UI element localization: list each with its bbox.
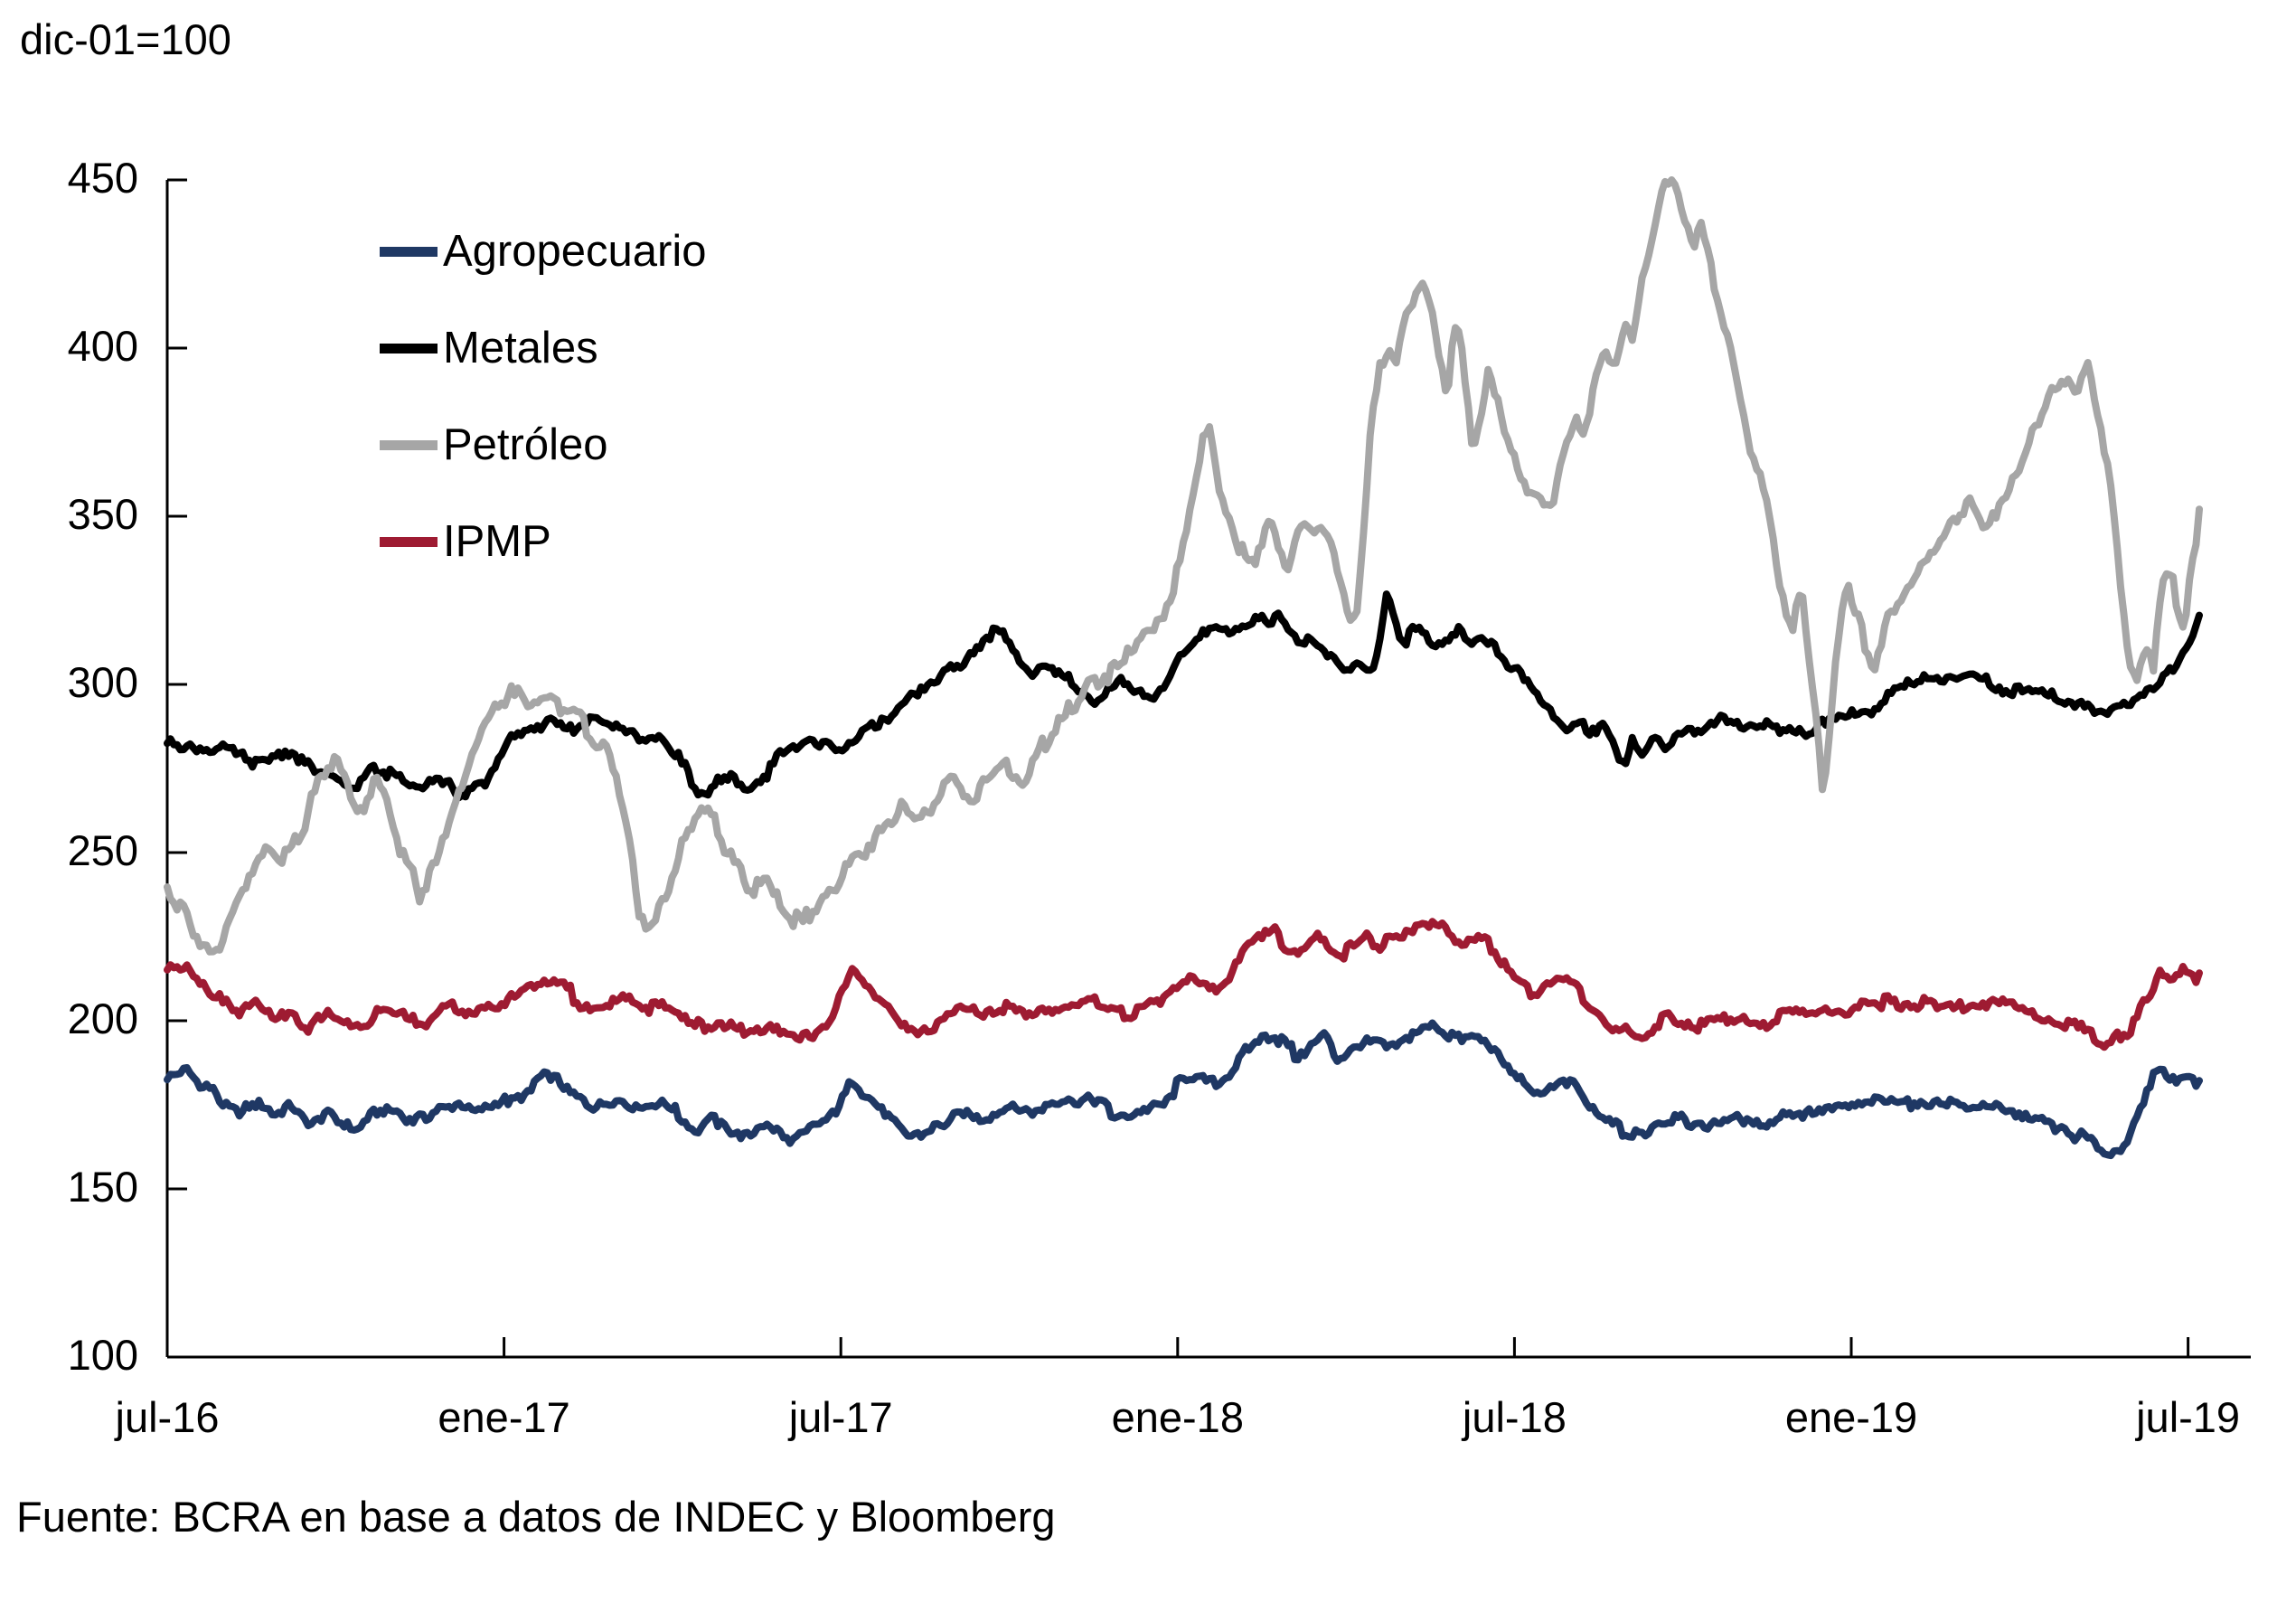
series-line-agropecuario [164, 1019, 2203, 1160]
legend-item-petroleo: Petróleo [380, 419, 608, 470]
legend-label-ipmp: IPMP [443, 517, 551, 566]
legend-item-metales: Metales [380, 323, 598, 373]
source-note: Fuente: BCRA en base a datos de INDEC y … [16, 1493, 1056, 1541]
legend-label-metales: Metales [443, 324, 598, 372]
legend-item-agropecuario: Agropecuario [380, 226, 706, 277]
chart-title: dic-01=100 [20, 15, 231, 63]
legend-swatch-petroleo-icon [380, 439, 438, 450]
series-line-metales [164, 590, 2203, 802]
legend-swatch-ipmp-icon [380, 536, 438, 547]
legend-swatch-agropecuario-icon [380, 246, 438, 257]
y-tick-label-100: 100 [67, 1331, 138, 1379]
y-tick-label-250: 250 [67, 826, 138, 874]
x-tick-label-jul-16: jul-16 [115, 1393, 220, 1441]
y-tick-label-150: 150 [67, 1163, 138, 1211]
y-tick-label-450: 450 [67, 154, 138, 202]
legend-label-agropecuario: Agropecuario [443, 227, 707, 276]
legend-label-petroleo: Petróleo [443, 420, 608, 469]
y-tick-label-300: 300 [67, 658, 138, 706]
x-tick-label-jul-17: jul-17 [788, 1393, 893, 1441]
series-line-ipmp [164, 918, 2203, 1051]
x-tick-label-ene-19: ene-19 [1784, 1393, 1918, 1441]
legend-swatch-metales-icon [380, 343, 438, 354]
x-tick-label-jul-18: jul-18 [1462, 1393, 1567, 1441]
x-tick-label-jul-19: jul-19 [2136, 1393, 2241, 1441]
x-tick-label-ene-18: ene-18 [1111, 1393, 1244, 1441]
y-tick-label-350: 350 [67, 490, 138, 538]
x-tick-label-ene-17: ene-17 [438, 1393, 570, 1441]
y-tick-label-200: 200 [67, 995, 138, 1042]
series-line-petroleo [164, 176, 2203, 956]
y-tick-label-400: 400 [67, 322, 138, 370]
legend-item-ipmp: IPMP [380, 516, 551, 567]
